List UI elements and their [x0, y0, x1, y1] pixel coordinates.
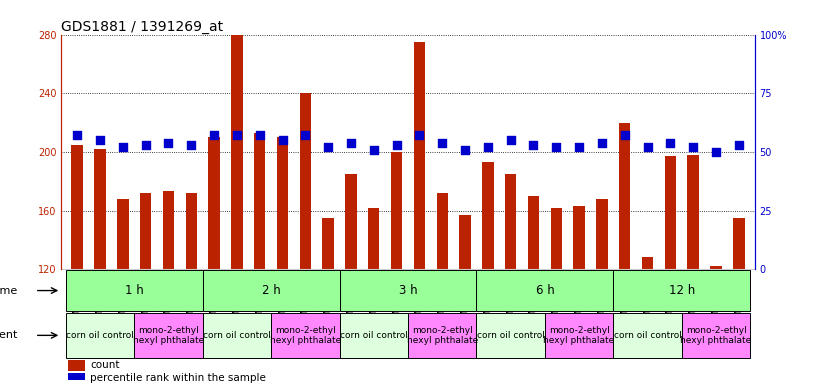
Bar [459, 215, 471, 269]
Bar [477, 313, 545, 358]
Bar [118, 199, 128, 269]
Text: corn oil control: corn oil control [203, 331, 271, 340]
Point [71, 132, 84, 139]
Text: mono-2-ethyl
hexyl phthalate: mono-2-ethyl hexyl phthalate [543, 326, 614, 345]
Bar [710, 266, 721, 269]
Bar [66, 270, 202, 311]
Bar [596, 199, 608, 269]
Point [504, 137, 517, 143]
Point [687, 144, 700, 150]
Point [413, 132, 426, 139]
Bar [95, 149, 106, 269]
Bar [482, 162, 494, 269]
Point [619, 132, 632, 139]
Bar [208, 137, 220, 269]
Text: corn oil control: corn oil control [477, 331, 544, 340]
Bar [477, 270, 614, 311]
Point [139, 142, 152, 148]
Bar [345, 174, 357, 269]
Bar [391, 152, 402, 269]
Text: count: count [91, 360, 120, 370]
Bar [68, 360, 86, 371]
Bar [299, 93, 311, 269]
Bar [271, 313, 339, 358]
Point [276, 137, 289, 143]
Bar [68, 373, 86, 383]
Point [94, 137, 107, 143]
Bar [202, 313, 271, 358]
Text: 2 h: 2 h [262, 284, 281, 297]
Bar [254, 133, 265, 269]
Text: corn oil control: corn oil control [614, 331, 681, 340]
Point [367, 146, 380, 152]
Text: agent: agent [0, 330, 18, 340]
Text: 1 h: 1 h [125, 284, 144, 297]
Point [344, 139, 357, 146]
Bar [134, 313, 202, 358]
Point [732, 142, 745, 148]
Point [550, 144, 563, 150]
Bar [505, 174, 517, 269]
Bar [733, 218, 744, 269]
Bar [202, 270, 339, 311]
Point [162, 139, 175, 146]
Point [641, 144, 654, 150]
Text: mono-2-ethyl
hexyl phthalate: mono-2-ethyl hexyl phthalate [270, 326, 341, 345]
Point [253, 132, 266, 139]
Bar [368, 208, 379, 269]
Bar [66, 313, 134, 358]
Bar [140, 193, 151, 269]
Bar [642, 258, 654, 269]
Point [299, 132, 312, 139]
Text: corn oil control: corn oil control [66, 331, 134, 340]
Text: corn oil control: corn oil control [339, 331, 408, 340]
Bar [619, 122, 631, 269]
Point [709, 149, 722, 155]
Point [322, 144, 335, 150]
Bar [545, 313, 614, 358]
Bar [682, 313, 750, 358]
Bar [231, 35, 242, 269]
Bar [277, 137, 288, 269]
Point [664, 139, 677, 146]
Point [184, 142, 197, 148]
Point [436, 139, 449, 146]
Bar [408, 313, 477, 358]
Bar [339, 270, 477, 311]
Text: 3 h: 3 h [399, 284, 417, 297]
Bar [574, 206, 585, 269]
Point [573, 144, 586, 150]
Bar [322, 218, 334, 269]
Bar [665, 156, 676, 269]
Bar [339, 313, 408, 358]
Text: 12 h: 12 h [668, 284, 695, 297]
Bar [614, 313, 682, 358]
Point [481, 144, 494, 150]
Bar [528, 196, 539, 269]
Bar [437, 193, 448, 269]
Text: mono-2-ethyl
hexyl phthalate: mono-2-ethyl hexyl phthalate [133, 326, 204, 345]
Bar [185, 193, 197, 269]
Bar [614, 270, 750, 311]
Text: time: time [0, 286, 18, 296]
Text: GDS1881 / 1391269_at: GDS1881 / 1391269_at [61, 20, 224, 33]
Text: mono-2-ethyl
hexyl phthalate: mono-2-ethyl hexyl phthalate [406, 326, 478, 345]
Point [116, 144, 129, 150]
Text: mono-2-ethyl
hexyl phthalate: mono-2-ethyl hexyl phthalate [681, 326, 752, 345]
Point [527, 142, 540, 148]
Bar [162, 192, 174, 269]
Text: percentile rank within the sample: percentile rank within the sample [91, 373, 266, 383]
Point [207, 132, 220, 139]
Point [459, 146, 472, 152]
Text: 6 h: 6 h [535, 284, 554, 297]
Point [390, 142, 403, 148]
Bar [688, 155, 698, 269]
Point [230, 132, 243, 139]
Bar [414, 42, 425, 269]
Point [596, 139, 609, 146]
Bar [72, 144, 83, 269]
Bar [551, 208, 562, 269]
